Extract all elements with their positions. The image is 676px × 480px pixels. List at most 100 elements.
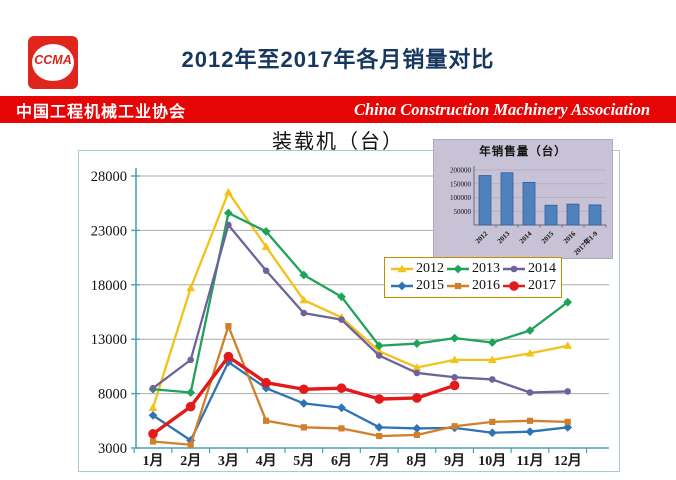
series-2014-point (413, 369, 421, 377)
series-2013-point (299, 270, 309, 280)
inset-y-tick-label: 100000 (450, 194, 472, 202)
series-2017-point (336, 383, 347, 393)
series-2016-point (451, 423, 458, 430)
legend-label-2016: 2016 (472, 278, 500, 293)
series-2014-point (187, 356, 194, 364)
legend-item-2017: 2017 (502, 278, 556, 294)
series-2016-point (338, 425, 345, 432)
series-2013-point (374, 341, 384, 351)
x-tick-label: 8月 (406, 453, 427, 469)
series-2015-point (374, 422, 384, 432)
association-banner: 中国工程机械工业协会 China Construction Machinery … (0, 96, 676, 123)
series-2012-point (412, 363, 422, 371)
series-2016-point (413, 431, 420, 439)
legend-swatch-2016 (447, 282, 469, 290)
series-2014-point (262, 267, 270, 274)
series-2013-point (186, 388, 196, 397)
x-tick-label: 6月 (331, 453, 352, 469)
series-2013-point (525, 326, 535, 335)
series-2014-point (300, 309, 308, 317)
association-name-cn: 中国工程机械工业协会 (16, 103, 187, 121)
y-tick-label: 13000 (91, 332, 127, 348)
legend-swatch-2015 (391, 281, 413, 291)
series-2014-line (151, 223, 569, 394)
series-2014-point (225, 221, 232, 229)
inset-x-tick-label: 2012 (474, 229, 490, 245)
page-title: 2012年至2017年各月销量对比 (181, 47, 495, 72)
ccma-logo-oval (32, 44, 74, 81)
series-2013-point (450, 333, 459, 343)
inset-bar-2013 (500, 172, 514, 226)
series-2014-point (375, 352, 383, 359)
legend-item-2014: 2014 (502, 261, 556, 277)
series-2015-point (299, 398, 309, 408)
series-2016-point (225, 323, 232, 330)
y-tick-label: 28000 (91, 169, 127, 185)
inset-x-tick-label: 2014 (518, 229, 534, 245)
series-2014-point (489, 376, 496, 383)
series-2014-point (149, 384, 157, 392)
x-tick-label: 12月 (554, 453, 582, 469)
series-2017-point (261, 377, 271, 388)
series-2017-point (449, 380, 460, 391)
series-2015-point (337, 403, 346, 413)
series-2013-point (487, 338, 497, 347)
inset-chart: 年销售量（台） 50000 100000 150000 200000 2012 2013 2… (433, 139, 613, 259)
inset-y-tick-label: 50000 (454, 208, 472, 216)
inset-x-tick-label: 2013 (496, 229, 512, 245)
series-2017-point (185, 401, 196, 412)
series-2014-point (338, 316, 345, 323)
legend-item-2016: 2016 (446, 278, 500, 294)
legend-marker-2017 (509, 281, 519, 291)
inset-bar-2014 (522, 181, 536, 226)
legend-marker-2015 (397, 281, 407, 291)
inset-x-tick-label: 2016 (562, 229, 578, 245)
inset-bar-2016 (566, 203, 580, 226)
series-2013-point (412, 339, 422, 348)
series-2013-point (261, 227, 271, 236)
series-2016-point (263, 417, 270, 424)
chart-legend: 2012 2013 2014 2015 2016 2017 (384, 257, 562, 298)
series-2014-point (526, 389, 534, 396)
series-2012-line (151, 191, 569, 409)
main-chart: 3000 8000 13000 18000 23000 28000 1月 2月 3月 4月 5月 6月… (78, 139, 620, 472)
legend-label-2012: 2012 (416, 261, 444, 276)
series-2015-point (525, 427, 535, 437)
series-2017-point (412, 393, 422, 403)
x-tick-label: 4月 (256, 453, 277, 469)
series-2012-point (299, 295, 309, 304)
legend-swatch-2013 (447, 264, 469, 274)
inset-chart-svg: 50000 100000 150000 200000 2012 2013 2014 2015 2… (450, 166, 607, 257)
series-2016-point (564, 418, 571, 425)
series-2016-point (489, 418, 496, 425)
series-2016-point (300, 424, 307, 431)
series-2016-point (187, 441, 194, 448)
series-2015-point (148, 410, 158, 420)
series-2013-point (337, 292, 346, 302)
inset-y-tick-label: 200000 (450, 167, 472, 175)
inset-chart-title: 年销售量（台） (479, 146, 567, 158)
legend-marker-2014 (510, 265, 518, 273)
legend-label-2014: 2014 (528, 261, 556, 276)
series-2016-point (149, 438, 157, 445)
series-2016-line (151, 324, 569, 446)
legend-swatch-2014 (503, 265, 525, 273)
series-2017-point (374, 394, 385, 404)
x-tick-label: 10月 (478, 453, 506, 469)
y-tick-label: 3000 (98, 441, 127, 457)
ccma-logo: CCMA (28, 36, 78, 89)
legend-swatch-2012 (391, 264, 413, 273)
series-2013-point (563, 297, 573, 307)
x-tick-label: 1月 (143, 453, 164, 469)
legend-marker-2013 (453, 264, 463, 274)
series-2014-point (564, 388, 571, 395)
x-tick-label: 2月 (180, 453, 201, 469)
series-2015-line (151, 360, 569, 442)
x-tick-label: 7月 (369, 453, 390, 469)
series-2013-point (224, 208, 233, 218)
main-chart-svg: 3000 8000 13000 18000 23000 28000 1月 2月 3月 4月 5月 6月… (91, 168, 609, 469)
series-2012-point (487, 355, 497, 364)
series-2012-point (186, 283, 196, 292)
series-2012-point (525, 348, 535, 357)
